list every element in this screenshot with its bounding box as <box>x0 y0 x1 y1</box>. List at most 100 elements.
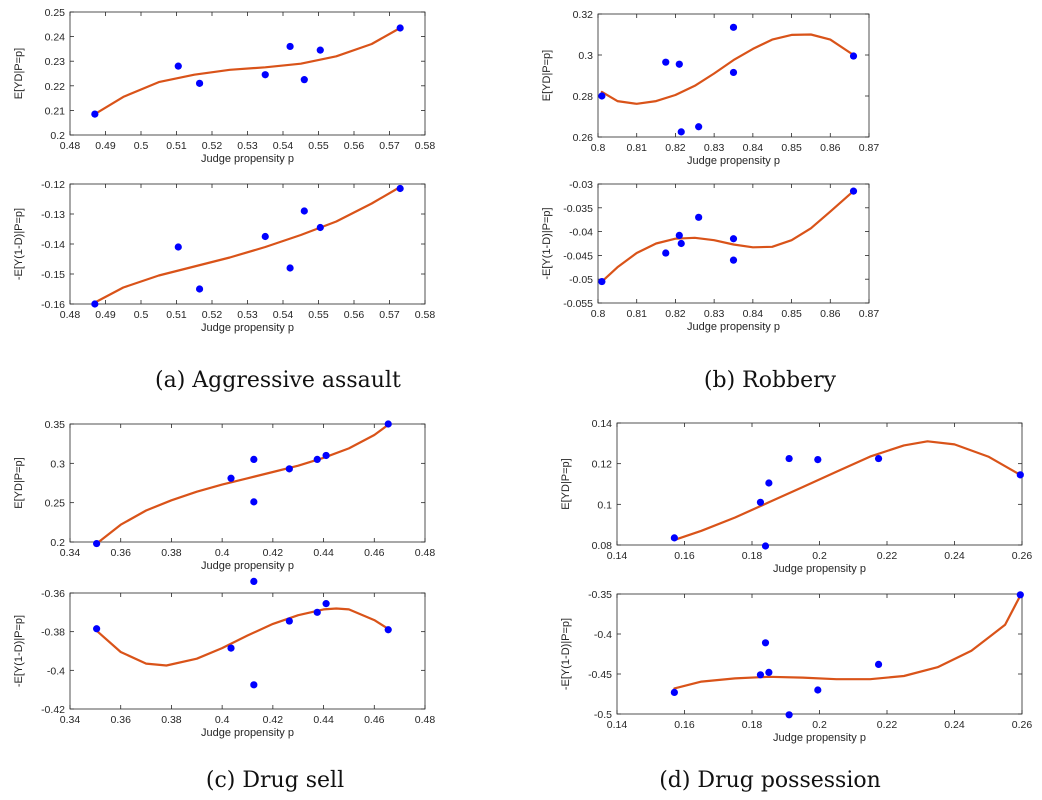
data-point <box>396 184 404 193</box>
x-tick-label: 0.5 <box>134 140 149 152</box>
fit-curve <box>673 594 1022 690</box>
data-point <box>761 542 770 550</box>
data-point <box>761 639 770 647</box>
data-point <box>384 420 392 428</box>
y-tick-label: -0.13 <box>41 209 65 221</box>
x-tick-label: 0.81 <box>626 308 647 320</box>
y-tick-label: -0.12 <box>41 179 65 191</box>
x-tick-label: 0.57 <box>379 140 400 152</box>
data-point <box>313 455 321 463</box>
data-point <box>1016 471 1024 479</box>
data-point <box>814 456 822 464</box>
x-tick-label: 0.36 <box>110 547 131 559</box>
x-tick-label: 0.86 <box>820 142 841 154</box>
plot-frame <box>616 593 1023 715</box>
x-tick-label: 0.48 <box>60 140 81 152</box>
x-tick-label: 0.82 <box>665 142 686 154</box>
x-tick-label: 0.42 <box>263 547 284 559</box>
data-point <box>250 577 258 586</box>
x-tick-label: 0.4 <box>215 547 230 559</box>
chart-panel-d-bottom: 0.14 0.16 0.18 0.2 0.22 0.24 0.26 -0.5 -0.45 -0.4… <box>560 589 1032 744</box>
x-axis-label: Judge propensity p <box>201 560 294 572</box>
x-tick-label: 0.46 <box>364 714 385 726</box>
y-axis-label: E[YD|P=p] <box>560 458 572 509</box>
y-tick-label: 0.08 <box>592 540 613 552</box>
data-point <box>286 42 294 51</box>
chart-panel-c-top: 0.34 0.36 0.38 0.4 0.42 0.44 0.46 0.48 0.2 0.25 0.… <box>13 419 435 572</box>
data-point <box>675 60 683 68</box>
x-tick-label: 0.84 <box>743 308 764 320</box>
x-tick-label: 0.48 <box>415 547 436 559</box>
y-tick-label: 0.2 <box>50 130 65 142</box>
x-tick-label: 0.2 <box>812 719 827 731</box>
fit-curve <box>95 423 390 545</box>
data-point <box>765 668 773 677</box>
x-tick-label: 0.56 <box>344 309 365 321</box>
data-point <box>195 285 204 293</box>
data-point <box>814 686 822 694</box>
data-point <box>261 232 269 241</box>
plot-frame <box>616 422 1023 546</box>
data-point <box>729 235 738 243</box>
x-tick-label: 0.81 <box>626 142 647 154</box>
y-tick-label: 0.12 <box>592 459 613 471</box>
x-tick-label: 0.51 <box>166 309 187 321</box>
x-tick-label: 0.57 <box>379 309 400 321</box>
x-tick-label: 0.16 <box>674 550 695 562</box>
y-tick-label: -0.14 <box>41 239 65 251</box>
y-axis-label: E[YD|P=p] <box>13 457 25 508</box>
y-axis-label: -E[Y(1-D)|P=p] <box>560 618 572 690</box>
data-point <box>285 465 293 473</box>
data-point <box>598 92 606 100</box>
x-tick-label: 0.22 <box>877 719 898 731</box>
data-point <box>91 110 99 118</box>
x-tick-label: 0.26 <box>1012 719 1033 731</box>
data-point <box>729 68 738 77</box>
data-point <box>677 239 685 248</box>
data-point <box>765 479 773 487</box>
data-point <box>174 243 182 251</box>
data-point <box>874 660 883 669</box>
data-point <box>384 626 392 634</box>
x-axis-label: Judge propensity p <box>773 732 866 744</box>
data-point <box>729 23 738 31</box>
x-tick-label: 0.83 <box>704 308 725 320</box>
data-point <box>316 223 324 232</box>
y-tick-label: -0.35 <box>588 589 612 601</box>
y-axis-label: E[YD|P=p] <box>541 50 553 101</box>
data-point <box>91 300 99 308</box>
fit-curve <box>93 26 402 116</box>
data-point <box>227 644 235 652</box>
y-tick-label: 0.23 <box>45 56 66 68</box>
chart-panel-b-bottom: 0.8 0.81 0.82 0.83 0.84 0.85 0.86 0.87 -0.055 -0.… <box>541 179 879 333</box>
y-tick-label: 0.25 <box>45 498 66 510</box>
x-tick-label: 0.49 <box>95 309 116 321</box>
data-point <box>662 249 670 257</box>
data-point <box>662 58 670 66</box>
chart-panel-d-top: 0.14 0.16 0.18 0.2 0.22 0.24 0.26 0.08 0.1 0.12 0.… <box>560 418 1032 575</box>
data-point <box>286 264 294 272</box>
y-tick-label: 0.24 <box>45 32 66 44</box>
x-tick-label: 0.56 <box>344 140 365 152</box>
x-tick-label: 0.2 <box>812 550 827 562</box>
x-tick-label: 0.8 <box>591 142 606 154</box>
y-tick-label: -0.05 <box>569 274 593 286</box>
chart-panel-a-top: 0.48 0.49 0.5 0.51 0.52 0.53 0.54 0.55 0.56 0.57 0… <box>13 7 435 165</box>
y-axis-label: -E[Y(1-D)|P=p] <box>13 208 25 280</box>
x-axis-label: Judge propensity p <box>687 321 780 333</box>
x-tick-label: 0.55 <box>308 309 329 321</box>
y-tick-label: 0.32 <box>573 9 594 21</box>
caption-a: (a) Aggressive assault <box>155 368 401 393</box>
x-tick-label: 0.85 <box>781 308 802 320</box>
plot-frame <box>69 11 426 136</box>
data-point <box>677 128 685 136</box>
data-point <box>316 46 324 54</box>
y-tick-label: -0.5 <box>594 709 612 721</box>
fit-curve <box>95 607 390 667</box>
data-point <box>93 625 101 633</box>
y-tick-label: 0.26 <box>573 132 594 144</box>
data-point <box>285 617 293 625</box>
data-point <box>874 454 883 463</box>
x-tick-label: 0.58 <box>415 140 436 152</box>
